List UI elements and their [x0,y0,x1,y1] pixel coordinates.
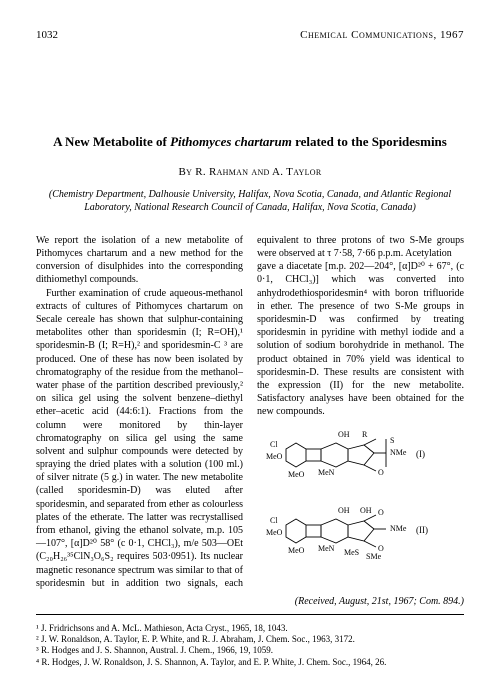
label-o1: O [378,468,384,477]
chemical-structures: Cl MeO MeO OH R S O NMe MeN (I) [257,425,464,589]
label-nme2: NMe [390,524,407,533]
journal-name: Chemical Communications, 1967 [300,28,464,43]
body-p3: gave a diacetate [m.p. 202—204°, [α]D²⁰ … [257,260,464,418]
affiliation: (Chemistry Department, Dalhousie Univers… [36,188,464,214]
label-men2: MeN [318,544,335,553]
body-columns: We report the isolation of a new metabol… [36,234,464,608]
received-line: (Received, August, 21st, 1967; Com. 894.… [257,595,464,608]
title-species: Pithomyces chartarum [170,134,292,149]
label-oh2: OH [338,506,350,515]
label-oh3: OH [360,506,372,515]
article-title: A New Metabolite of Pithomyces chartarum… [36,133,464,151]
label-men1: MeN [318,468,335,477]
label-cl2: Cl [270,516,278,525]
title-post: related to the Sporidesmins [292,134,447,149]
label-oh1: OH [338,430,350,439]
ref-1: ¹ J. Fridrichsons and A. McL. Mathieson,… [36,623,464,634]
label-meo3: MeO [266,528,283,537]
references: ¹ J. Fridrichsons and A. McL. Mathieson,… [36,623,464,668]
structure-diagram-svg: Cl MeO MeO OH R S O NMe MeN (I) [266,425,456,585]
label-mes2: SMe [366,552,382,561]
label-meo1: MeO [266,452,283,461]
ref-3: ³ R. Hodges and J. S. Shannon, Austral. … [36,645,464,656]
label-cl: Cl [270,440,278,449]
label-o2: O [378,508,384,517]
label-nme1: NMe [390,448,407,457]
label-meo2: MeO [288,470,305,479]
references-separator [36,614,464,615]
body-p1: We report the isolation of a new metabol… [36,234,243,287]
label-r: R [362,430,368,439]
title-pre: A New Metabolite of [53,134,170,149]
authors: By R. Rahman and A. Taylor [36,165,464,180]
label-mes1: MeS [344,548,359,557]
ref-4: ⁴ R. Hodges, J. W. Ronaldson, J. S. Shan… [36,657,464,668]
page-header: 1032 Chemical Communications, 1967 [36,28,464,43]
label-s: S [390,436,394,445]
label-roman-i: (I) [416,449,425,459]
ref-2: ² J. W. Ronaldson, A. Taylor, E. P. Whit… [36,634,464,645]
label-roman-ii: (II) [416,525,428,535]
label-meo4: MeO [288,546,305,555]
page-number: 1032 [36,28,58,43]
